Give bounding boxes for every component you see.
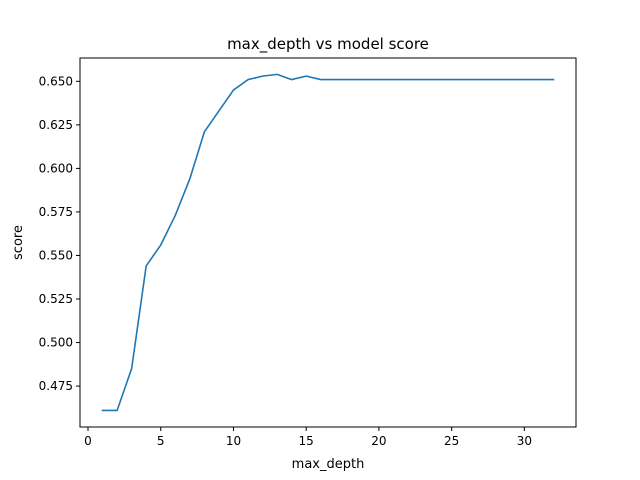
y-tick-label: 0.575 — [39, 205, 73, 219]
x-tick-label: 25 — [444, 434, 459, 448]
plot-frame — [79, 57, 577, 428]
y-axis-label: score — [11, 225, 26, 260]
x-tick-label: 15 — [299, 434, 314, 448]
x-tick-label: 30 — [517, 434, 532, 448]
y-axis-ticks: 0.475 0.500 0.525 0.550 0.575 0.600 0.625 0.650 — [39, 74, 80, 393]
x-axis-ticks: 0 5 10 15 20 25 30 — [84, 427, 532, 448]
x-tick-label: 20 — [371, 434, 386, 448]
y-tick-label: 0.525 — [39, 292, 73, 306]
y-tick-label: 0.500 — [39, 336, 73, 350]
y-tick-label: 0.475 — [39, 379, 73, 393]
series-group — [101, 73, 555, 412]
x-tick-label: 10 — [226, 434, 241, 448]
y-tick-label: 0.650 — [39, 74, 73, 88]
chart-title: max_depth vs model score — [227, 35, 429, 54]
series-line — [101, 73, 555, 412]
y-tick-label: 0.600 — [39, 161, 73, 175]
y-tick-label: 0.550 — [39, 248, 73, 262]
x-tick-label: 0 — [84, 434, 92, 448]
x-tick-label: 5 — [157, 434, 165, 448]
y-tick-label: 0.625 — [39, 118, 73, 132]
x-axis-label: max_depth — [292, 457, 365, 472]
